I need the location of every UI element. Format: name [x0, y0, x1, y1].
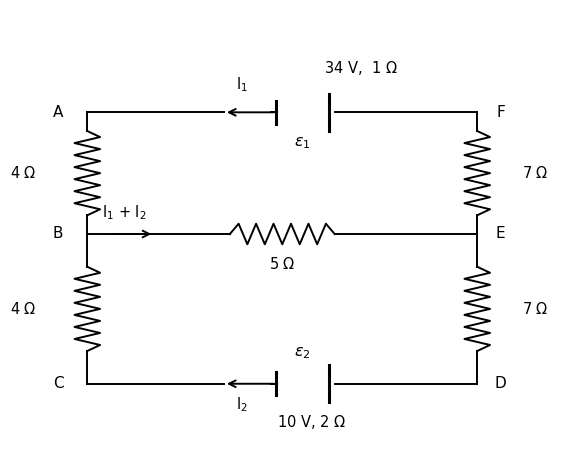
- Text: 5 $\Omega$: 5 $\Omega$: [269, 256, 296, 272]
- Text: I$_1$: I$_1$: [236, 75, 247, 94]
- Text: D: D: [495, 376, 506, 391]
- Text: 10 V, 2 $\Omega$: 10 V, 2 $\Omega$: [277, 413, 346, 431]
- Text: $\varepsilon_1$: $\varepsilon_1$: [294, 135, 311, 151]
- Text: E: E: [496, 227, 505, 241]
- Text: F: F: [496, 105, 505, 120]
- Text: 7 $\Omega$: 7 $\Omega$: [522, 301, 549, 317]
- Text: I$_2$: I$_2$: [236, 395, 247, 414]
- Text: 7 $\Omega$: 7 $\Omega$: [522, 165, 549, 181]
- Text: 4 $\Omega$: 4 $\Omega$: [10, 165, 37, 181]
- Text: B: B: [53, 227, 63, 241]
- Text: 34 V,  1 $\Omega$: 34 V, 1 $\Omega$: [324, 59, 398, 77]
- Text: C: C: [53, 376, 63, 391]
- Text: A: A: [53, 105, 63, 120]
- Text: 4 $\Omega$: 4 $\Omega$: [10, 301, 37, 317]
- Text: I$_1$ + I$_2$: I$_1$ + I$_2$: [102, 204, 147, 222]
- Text: $\varepsilon_2$: $\varepsilon_2$: [294, 345, 311, 361]
